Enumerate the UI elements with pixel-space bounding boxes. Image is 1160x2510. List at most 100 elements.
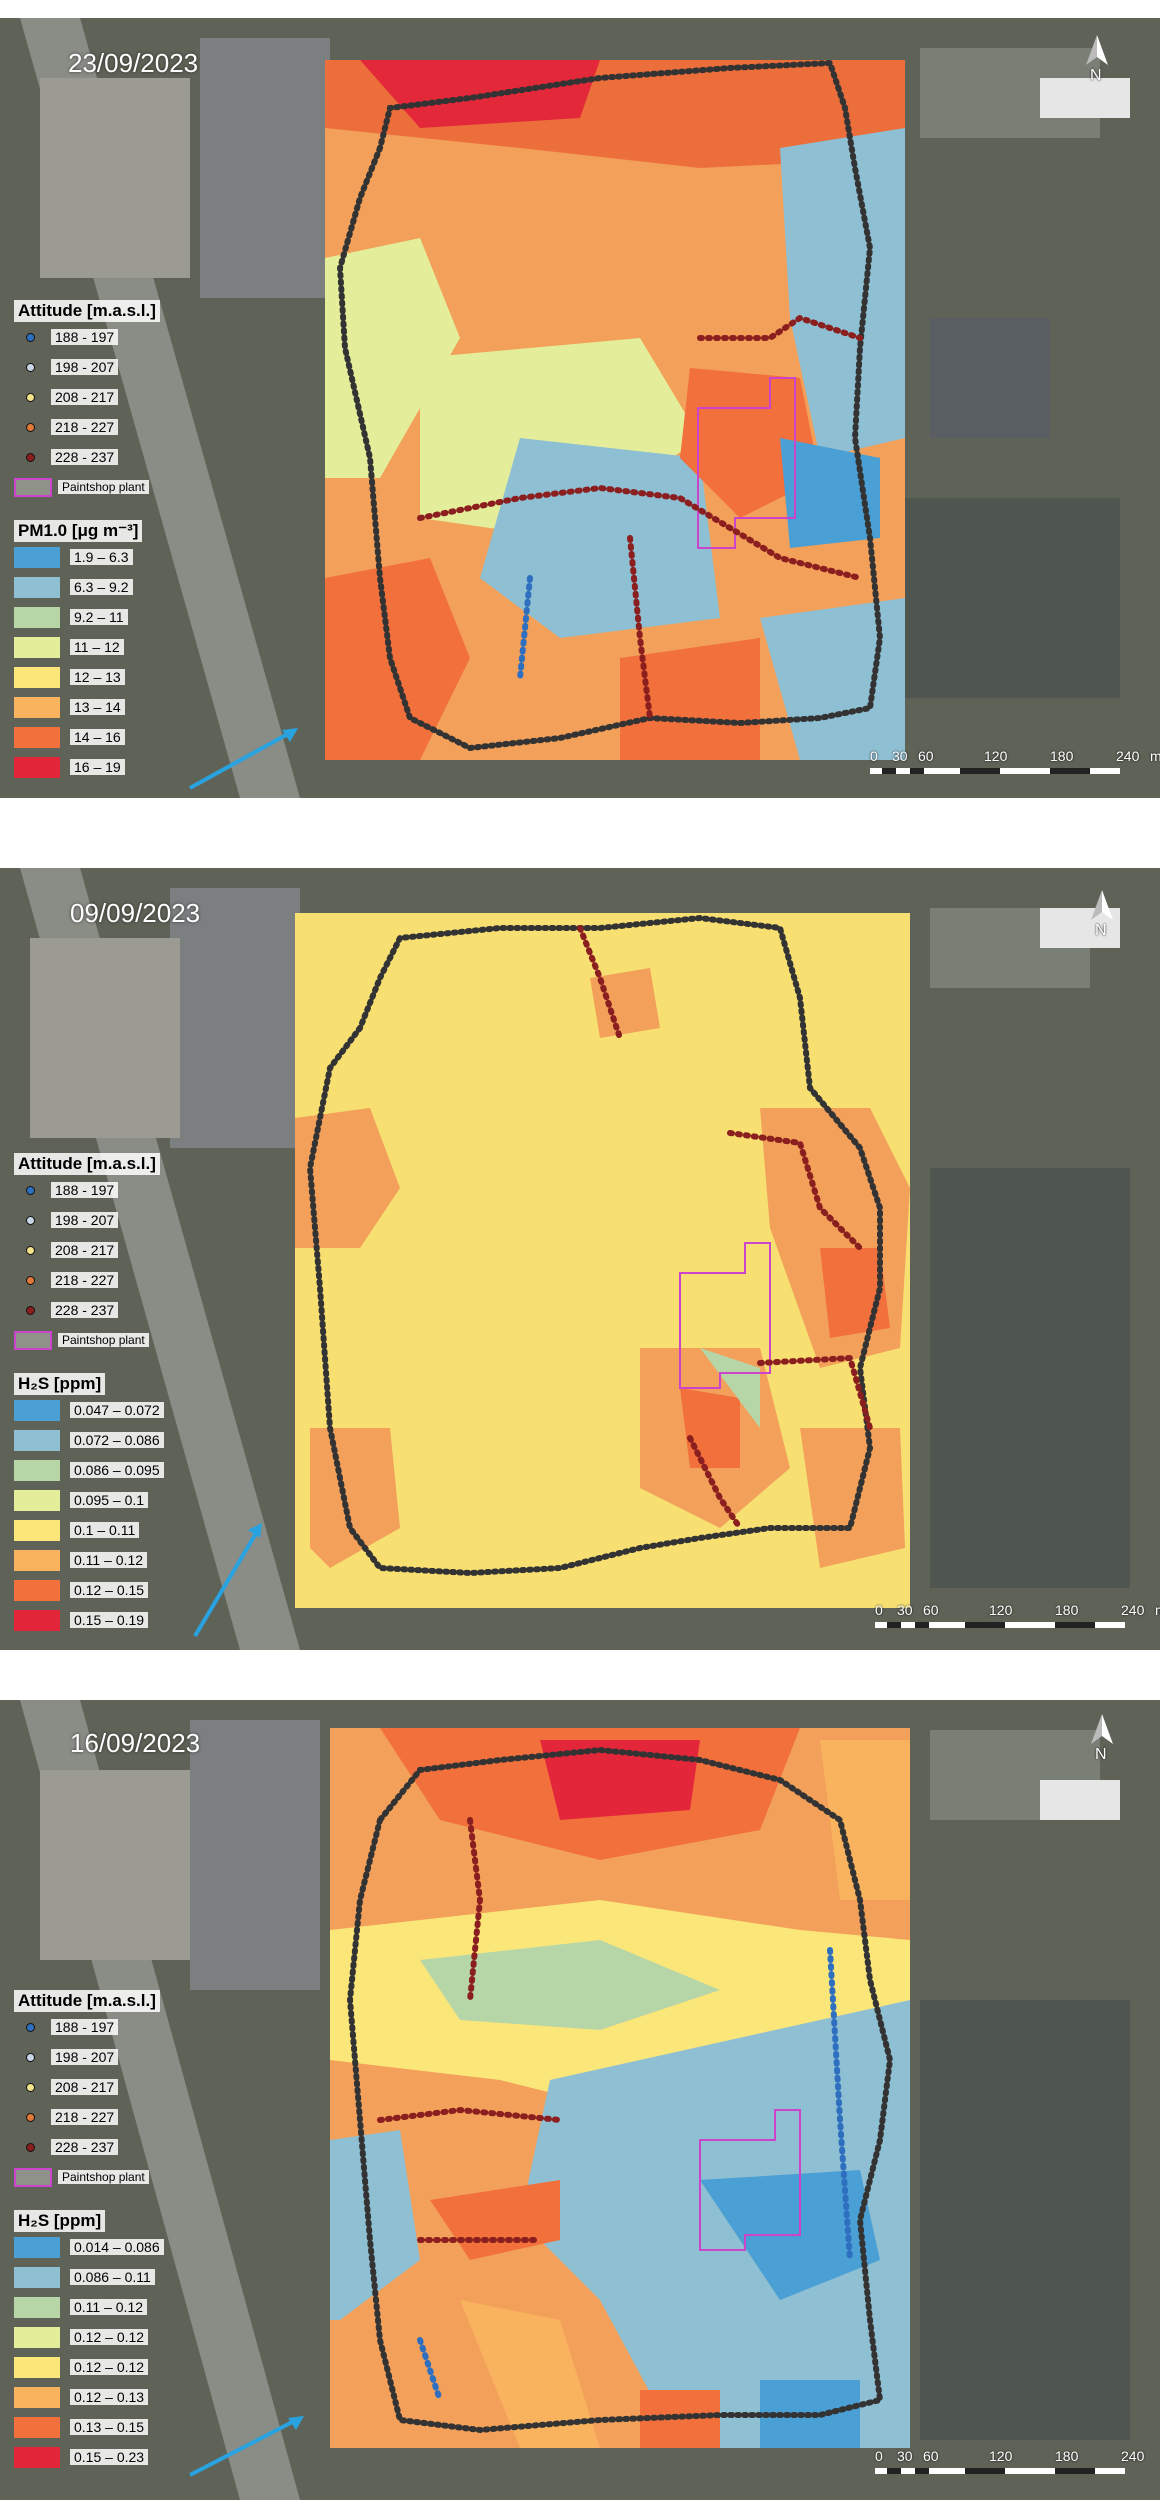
scale-bar: 0 30 60 120 180 240 m — [870, 748, 1160, 782]
legend-item-class: 12 – 13 — [14, 662, 160, 692]
measurement-route — [377, 2106, 563, 2123]
scale-tick-label: 0 — [870, 748, 878, 764]
legend-label: 218 - 227 — [51, 419, 119, 435]
scale-tick-label: 240 — [1116, 748, 1140, 764]
legend-item-class: 16 – 19 — [14, 752, 160, 782]
building — [900, 498, 1120, 698]
legend-item-plant: Paintshop plant — [14, 2162, 164, 2192]
building — [170, 888, 300, 1148]
north-label: N — [1095, 922, 1107, 939]
scale-tick-label: 180 — [1055, 2448, 1079, 2464]
heat-zone — [820, 1740, 910, 1900]
legend-label: 0.15 – 0.19 — [70, 1612, 149, 1628]
legend-item-class: 13 – 14 — [14, 692, 160, 722]
parking-lot — [40, 78, 190, 278]
heat-zone — [800, 1428, 905, 1568]
building — [200, 38, 330, 298]
measurement-route — [517, 575, 533, 681]
color-swatch — [14, 2236, 60, 2258]
legend-panel-2: Attitude [m.a.s.l.] 188 - 197 198 - 207 … — [14, 1153, 164, 1635]
measurement-route — [346, 1746, 894, 2434]
color-swatch — [14, 2386, 60, 2408]
paintshop-plant-outline — [699, 2109, 801, 2251]
legend-item-altitude: 188 - 197 — [14, 2012, 164, 2042]
direction-arrow — [189, 728, 296, 790]
scale-tick-label: 240 — [1121, 1602, 1145, 1618]
legend-label: 0.11 – 0.12 — [70, 2299, 148, 2315]
north-arrow-icon: N — [1085, 888, 1119, 948]
north-label: N — [1095, 1746, 1107, 1763]
legend-label: 12 – 13 — [70, 669, 125, 685]
legend-item-class: 0.086 – 0.11 — [14, 2262, 164, 2292]
legend-panel-3: Attitude [m.a.s.l.] 188 - 197 198 - 207 … — [14, 1990, 164, 2472]
legend-label: 9.2 – 11 — [70, 609, 128, 625]
legend-item-plant: Paintshop plant — [14, 472, 160, 502]
altitude-dot-icon — [26, 392, 35, 402]
scale-tick-label: 60 — [923, 2448, 939, 2464]
scale-tick-label: 180 — [1050, 748, 1074, 764]
color-swatch — [14, 1399, 60, 1421]
direction-arrow — [193, 1528, 260, 1638]
map-panel-3: 16/09/2023 N 0 30 60 120 180 240 Attitud… — [0, 1700, 1160, 2500]
altitude-dot-icon — [26, 1305, 35, 1315]
arrow-head — [248, 1523, 262, 1538]
measurement-route — [697, 314, 863, 341]
heat-zone — [540, 1740, 700, 1820]
legend-item-altitude: 188 - 197 — [14, 322, 160, 352]
color-swatch — [14, 2326, 60, 2348]
map-canvas-2 — [0, 868, 1160, 1650]
altitude-dot-icon — [26, 2082, 35, 2092]
legend-panel-1: Attitude [m.a.s.l.] 188 - 197 198 - 207 … — [14, 300, 160, 782]
legend-item-class: 0.072 – 0.086 — [14, 1425, 164, 1455]
legend-label: 0.12 – 0.15 — [70, 1582, 149, 1598]
legend-item-altitude: 208 - 217 — [14, 1235, 164, 1265]
legend-label: 0.086 – 0.095 — [70, 1462, 164, 1478]
parking-lot — [40, 1770, 190, 1960]
color-swatch — [14, 1549, 60, 1571]
measurement-route — [577, 925, 623, 1041]
scale-bar-graphic — [870, 768, 1120, 774]
measurement-route — [306, 914, 883, 1577]
legend-label: 0.1 – 0.11 — [70, 1522, 140, 1538]
legend-item-altitude: 218 - 227 — [14, 412, 160, 442]
scale-bar-graphic — [875, 1622, 1125, 1628]
legend-item-class: 0.13 – 0.15 — [14, 2412, 164, 2442]
measurement-route — [687, 1435, 743, 1531]
heat-zone — [330, 2130, 420, 2320]
legend-item-class: 11 – 12 — [14, 632, 160, 662]
scale-tick-label: 0 — [875, 1602, 883, 1618]
legend-label: 218 - 227 — [51, 1272, 119, 1288]
color-swatch — [14, 636, 60, 658]
legend-label: 16 – 19 — [70, 759, 125, 775]
map-panel-1: 23/09/2023 N 0 30 60 120 180 240 m Attit… — [0, 18, 1160, 798]
legend-item-altitude: 218 - 227 — [14, 1265, 164, 1295]
legend-label: Paintshop plant — [58, 1333, 149, 1347]
scale-tick-label: 30 — [897, 1602, 913, 1618]
legend-item-altitude: 198 - 207 — [14, 352, 160, 382]
measurement-route — [827, 1947, 853, 2263]
legend-label: 0.12 – 0.12 — [70, 2359, 149, 2375]
scale-tick-label: 120 — [989, 2448, 1013, 2464]
legend-item-class: 0.12 – 0.12 — [14, 2352, 164, 2382]
map-panel-2: 09/09/2023 N 0 30 60 120 180 240 m Attit… — [0, 868, 1160, 1650]
measurement-route — [417, 2337, 443, 2403]
heat-zone — [480, 438, 720, 638]
color-swatch — [14, 696, 60, 718]
heat-zone — [780, 438, 880, 548]
building — [930, 1168, 1130, 1588]
color-swatch — [14, 1579, 60, 1601]
heat-zone — [310, 1428, 400, 1568]
scale-tick-label: 60 — [918, 748, 934, 764]
legend-item-class: 1.9 – 6.3 — [14, 542, 160, 572]
color-swatch — [14, 546, 60, 568]
date-label: 23/09/2023 — [68, 48, 199, 78]
heat-zone — [520, 2000, 910, 2448]
legend-item-class: 0.1 – 0.11 — [14, 1515, 164, 1545]
measurement-route — [467, 1817, 484, 2003]
color-swatch — [14, 1519, 60, 1541]
north-arrow-icon: N — [1085, 1712, 1119, 1772]
map-canvas-1 — [0, 18, 1160, 798]
measurement-route — [627, 535, 653, 721]
measurement-route — [417, 484, 863, 581]
legend-item-altitude: 228 - 237 — [14, 442, 160, 472]
